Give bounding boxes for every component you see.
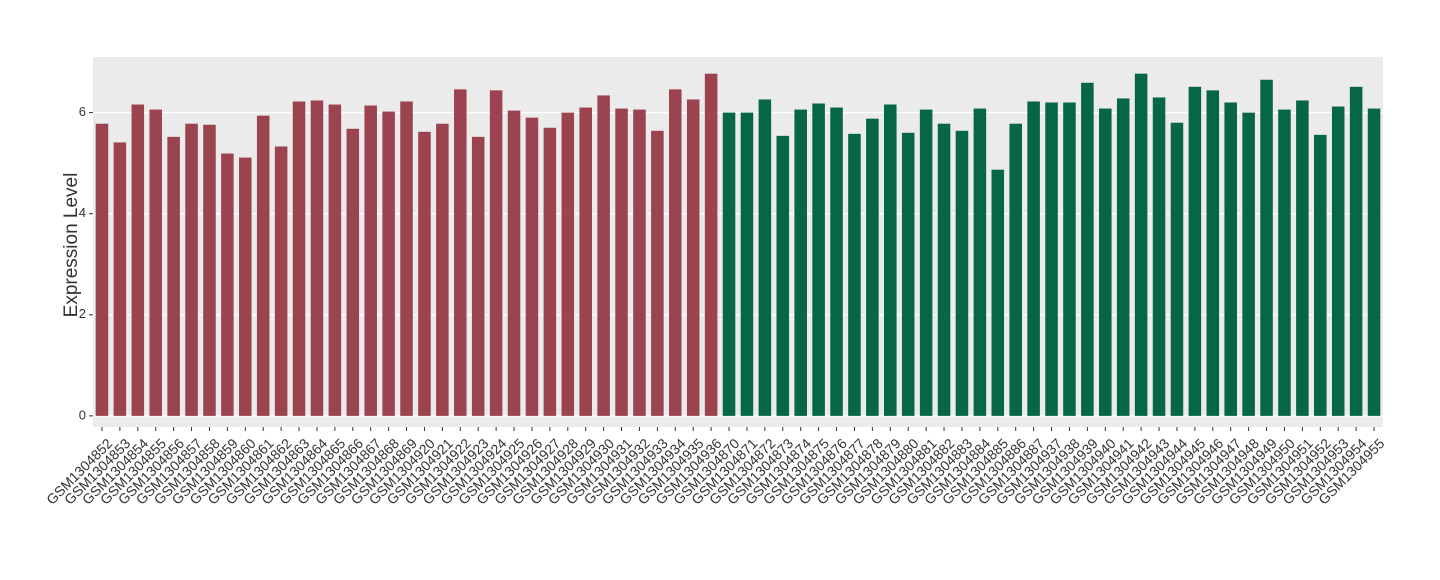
bar	[919, 109, 933, 416]
bar	[1045, 102, 1058, 416]
bar	[866, 118, 879, 416]
bar	[669, 89, 682, 416]
bar	[489, 90, 503, 416]
bar	[131, 104, 145, 416]
bar	[292, 101, 306, 416]
bar	[1278, 109, 1291, 416]
bar	[1349, 86, 1363, 416]
bar	[239, 157, 252, 416]
bar	[633, 109, 646, 416]
bar	[812, 103, 825, 416]
bar	[1331, 106, 1345, 416]
y-tick-label: 6	[79, 104, 86, 119]
bar	[830, 107, 843, 416]
bar	[1206, 90, 1220, 416]
bar	[400, 101, 413, 416]
bar	[525, 117, 539, 416]
bar	[1099, 108, 1112, 416]
bar	[848, 133, 861, 416]
bar	[1081, 82, 1094, 416]
bar	[776, 135, 790, 416]
bar	[1188, 86, 1202, 416]
y-tick-label: 0	[79, 407, 86, 422]
bar	[740, 112, 754, 416]
bar	[1152, 97, 1166, 416]
bar	[507, 110, 521, 416]
bar	[722, 112, 736, 416]
bar	[1009, 123, 1022, 416]
bar	[1367, 108, 1381, 416]
bar	[973, 108, 987, 416]
bar	[758, 99, 772, 416]
bar	[543, 127, 557, 416]
bar	[686, 99, 700, 416]
bar	[615, 108, 628, 416]
bar	[1260, 79, 1273, 416]
bar	[221, 153, 234, 416]
y-tick-label: 4	[79, 205, 86, 220]
bar	[346, 128, 360, 416]
bar	[454, 89, 467, 416]
bar	[1063, 102, 1076, 416]
bar	[1027, 101, 1040, 416]
bar	[794, 109, 807, 416]
bar	[436, 123, 449, 416]
bar	[597, 95, 610, 416]
bar	[418, 131, 431, 416]
bar	[185, 123, 198, 416]
bar	[364, 105, 377, 416]
bar	[1116, 98, 1130, 416]
bar	[579, 107, 592, 416]
bar	[167, 136, 180, 416]
y-tick-label: 2	[79, 306, 86, 321]
bar	[274, 146, 288, 416]
bar	[991, 169, 1005, 416]
bar	[149, 109, 162, 416]
bar	[1170, 122, 1184, 416]
bar	[901, 132, 915, 416]
y-axis-label: Expression Level	[61, 173, 82, 318]
bar	[1242, 112, 1255, 416]
bar	[704, 73, 718, 416]
bar	[1314, 134, 1327, 416]
bar	[561, 112, 575, 416]
bar	[95, 123, 109, 416]
bar	[382, 111, 395, 416]
bar	[651, 130, 664, 416]
bar	[310, 100, 324, 416]
bar	[113, 142, 127, 416]
bar	[1224, 102, 1237, 416]
bar	[328, 104, 342, 416]
bar	[1296, 100, 1309, 416]
bar	[884, 104, 897, 416]
bar	[955, 130, 969, 416]
bar	[1134, 73, 1148, 416]
plot-panel	[93, 57, 1383, 427]
bar	[937, 123, 951, 416]
bar	[471, 136, 485, 416]
bar	[256, 115, 270, 416]
bar	[203, 124, 216, 416]
